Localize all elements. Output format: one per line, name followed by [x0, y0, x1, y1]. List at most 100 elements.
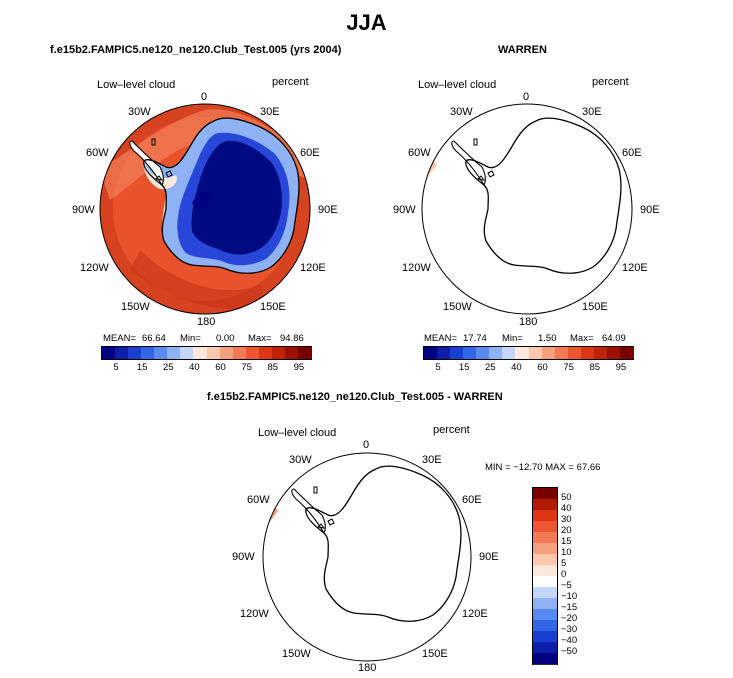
panel2-colorbar-swatch [528, 347, 543, 359]
panel2-colorbar-swatch [437, 347, 451, 359]
panel3-lon-0: 0 [363, 439, 370, 451]
diff-colorbar-label: −40 [561, 635, 578, 646]
panel2-colorbar-swatch [567, 347, 582, 359]
diff-colorbar-swatch [533, 532, 557, 544]
panel2-colorbar-swatch [619, 347, 634, 359]
panel3-lon-150w: 150W [282, 648, 311, 660]
panel1-colorbar-swatch [297, 347, 312, 359]
diff-colorbar-labels: 50 40 30 20 15 10 5 0 −5 −10 −15 −20 −30 −40 −50 [561, 487, 601, 663]
panel3-lon-30w: 30W [289, 454, 312, 466]
panel2-colorbar-tick-label: 60 [537, 362, 548, 373]
panel2-variable-label: Low–level cloud [418, 79, 497, 91]
panel2-lon-0: 0 [523, 91, 530, 103]
panel2-colorbar-tick-label: 25 [484, 362, 496, 373]
panel2-colorbar-tick-label: 15 [458, 362, 470, 373]
panel1-colorbar-tick-label: 15 [136, 362, 148, 373]
panel2-title: WARREN [498, 44, 547, 56]
panel2-colorbar-tick-label: 5 [435, 362, 441, 373]
panel3-lon-60w: 60W [247, 494, 270, 506]
panel1-colorbar-swatch [180, 347, 194, 359]
panel2-lon-150e: 150E [582, 301, 608, 313]
panel3-minmax: MIN = −12.70 MAX = 67.66 [485, 462, 601, 473]
panel1-lon-30w: 30W [128, 106, 151, 118]
panel1-colorbar-tick-label: 85 [267, 362, 279, 373]
diff-colorbar-label: −20 [561, 613, 578, 624]
diff-colorbar-swatch [533, 499, 557, 511]
diff-colorbar-swatch [533, 543, 557, 555]
diff-colorbar-swatch [533, 631, 557, 643]
panel2-colorbar-tick-label: 95 [615, 362, 627, 373]
panel1-mean-value: 66.64 [142, 333, 166, 344]
panel2-colorbar-swatch [450, 347, 464, 359]
panel1-lon-120e: 120E [300, 262, 326, 274]
panel2-lon-120e: 120E [622, 262, 648, 274]
panel1-colorbar-swatch [167, 347, 181, 359]
diff-colorbar-label: 5 [561, 558, 567, 569]
diff-colorbar-label: 50 [561, 492, 572, 503]
panel1-colorbar-tick-label: 75 [241, 362, 252, 373]
panel1-max-value: 94.86 [280, 333, 304, 344]
panel2-units-label: percent [592, 76, 629, 88]
panel1-colorbar-swatch [206, 347, 221, 359]
panel2-min-label: Min= [502, 333, 523, 344]
panel1-colorbar-tick-label: 60 [215, 362, 226, 373]
panel2-colorbar-swatch [541, 347, 556, 359]
panel1-mean-label: MEAN= [103, 333, 136, 344]
panel1-colorbar-swatch [128, 347, 142, 359]
panel3-lon-120w: 120W [240, 608, 269, 620]
diff-colorbar-label: 10 [561, 547, 572, 558]
panel1-colorbar-swatch [284, 347, 299, 359]
panel1-colorbar [101, 346, 312, 360]
panel1-colorbar-swatch [141, 347, 155, 359]
panel3-lon-150e: 150E [422, 648, 448, 660]
panel3-lon-120e: 120E [462, 608, 488, 620]
panel1-variable-label: Low–level cloud [97, 79, 176, 91]
panel3-lon-180: 180 [358, 662, 377, 674]
panel2-lon-120w: 120W [402, 262, 431, 274]
panel2-colorbar [423, 346, 634, 360]
panel1-colorbar-swatch [219, 347, 234, 359]
panel2-colorbar-swatch [515, 347, 529, 359]
panel2-colorbar-swatch [476, 347, 490, 359]
diff-colorbar-swatch [533, 521, 557, 533]
panel1-colorbar-tick-label: 95 [293, 362, 305, 373]
panel1-colorbar-ticks: 5 15 25 40 60 75 85 95 [101, 362, 310, 376]
panel2-colorbar-swatch [593, 347, 608, 359]
panel2-lon-30w: 30W [450, 106, 473, 118]
diff-title: f.e15b2.FAMPIC5.ne120_ne120.Club_Test.00… [207, 391, 503, 403]
panel2-lon-150w: 150W [443, 301, 472, 313]
panel2-colorbar-tick-label: 85 [589, 362, 601, 373]
diff-colorbar-swatch [533, 554, 557, 566]
panel3-lon-30e: 30E [422, 454, 442, 466]
panel1-colorbar-swatch [232, 347, 247, 359]
diff-colorbar-label: 30 [561, 514, 572, 525]
panel1-colorbar-swatch [102, 347, 116, 359]
panel1-colorbar-tick-label: 25 [162, 362, 174, 373]
diff-colorbar-swatch [533, 598, 557, 610]
page-title: JJA [346, 10, 387, 35]
panel1-colorbar-tick-label: 5 [113, 362, 119, 373]
diff-colorbar-label: −30 [561, 624, 578, 635]
panel1-colorbar-swatch [245, 347, 260, 359]
panel1-min-label: Min= [180, 333, 201, 344]
diff-colorbar-label: −5 [561, 580, 572, 591]
panel1-max-label: Max= [248, 333, 272, 344]
panel1-lon-180: 180 [197, 316, 216, 328]
panel2-mean-value: 17.74 [463, 333, 487, 344]
panel2-lon-90w: 90W [393, 204, 416, 216]
panel1-lon-30e: 30E [260, 106, 280, 118]
panel1-colorbar-tick-label: 40 [189, 362, 200, 373]
panel1-min-value: 0.00 [216, 333, 235, 344]
diff-colorbar-swatch [533, 488, 557, 500]
diff-colorbar-swatch [533, 576, 557, 588]
panel1-colorbar-swatch [258, 347, 273, 359]
diff-colorbar-swatch [533, 510, 557, 522]
panel2-colorbar-ticks: 5 15 25 40 60 75 85 95 [423, 362, 632, 376]
panel2-lon-30e: 30E [582, 106, 602, 118]
panel2-map [421, 103, 633, 315]
panel1-units-label: percent [272, 76, 309, 88]
panel2-colorbar-swatch [502, 347, 516, 359]
diff-colorbar-swatch [533, 620, 557, 632]
diff-colorbar-label: −10 [561, 591, 578, 602]
panel1-lon-120w: 120W [80, 262, 109, 274]
